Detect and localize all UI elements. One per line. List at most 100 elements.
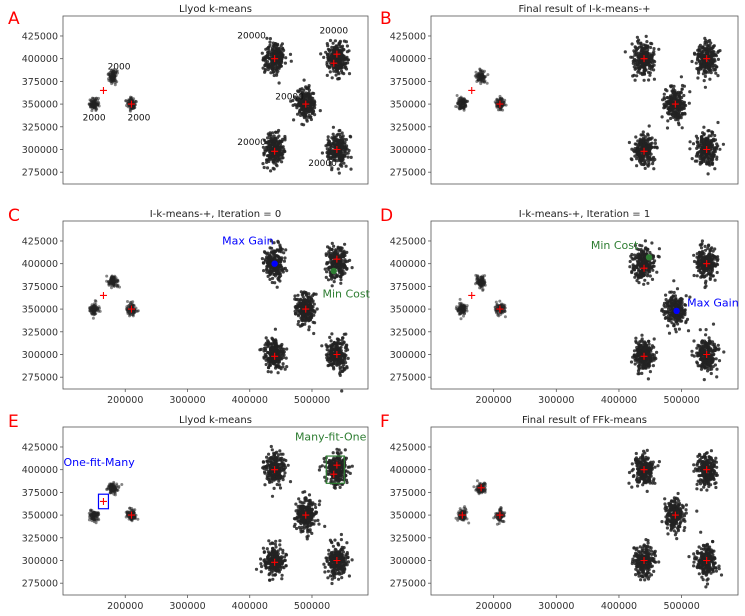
data-point [645,152,648,155]
data-point [331,357,334,360]
data-point [458,312,461,315]
data-point [672,88,675,91]
data-point [700,50,703,53]
data-point [295,298,298,301]
cluster-size-label: 20000 [275,93,304,103]
y-tick-label: 275000 [390,168,426,179]
data-point [283,138,286,141]
data-point [700,161,703,164]
data-point [282,353,285,356]
data-point [296,294,299,297]
data-point [644,167,647,170]
data-point [338,362,341,365]
data-point [327,278,330,281]
cluster [320,332,350,392]
data-point [634,79,637,82]
data-point [278,81,281,84]
data-point [640,254,643,257]
data-point [349,168,352,171]
data-point [344,265,347,268]
data-point [649,147,652,150]
data-point [700,153,703,156]
data-point [280,343,283,346]
data-point [481,79,484,82]
data-point [708,44,711,47]
data-point [340,147,343,150]
data-point [715,158,718,161]
data-point [327,48,330,51]
data-point [277,371,280,374]
data-point [650,241,653,244]
data-point [475,278,478,281]
data-point [262,67,265,70]
data-point [307,328,310,331]
data-point [309,93,312,96]
data-point [335,74,338,77]
data-point [481,76,484,79]
data-point [714,279,717,282]
data-point [328,266,331,269]
data-point [271,62,274,65]
data-point [718,148,721,151]
data-point [263,58,266,61]
data-point [327,135,330,138]
data-point [271,271,274,274]
data-point [336,337,339,340]
data-point [262,269,265,272]
data-point [673,92,676,95]
data-point [642,130,645,133]
data-point [669,117,672,120]
data-point [330,136,333,139]
data-point [266,343,269,346]
data-point [131,303,134,306]
data-point [652,50,655,53]
data-point [693,52,696,55]
data-point [666,126,669,129]
data-point [481,71,484,74]
data-point [305,91,308,94]
data-point [325,270,328,273]
data-point [285,357,288,360]
data-point [712,45,715,48]
data-point [657,48,660,51]
data-point [643,79,646,82]
data-point [267,370,270,373]
annotation-label: Min Cost [322,287,370,300]
data-point [305,109,308,112]
data-point [93,302,96,305]
data-point [461,303,464,306]
data-point [666,96,669,99]
data-point [340,69,343,72]
data-point [274,59,277,62]
data-point [337,139,340,142]
data-point [313,310,316,313]
data-point [330,248,333,251]
data-point [643,160,646,163]
cluster [454,94,469,112]
data-point [664,103,667,106]
data-point [340,349,343,352]
data-point [277,49,280,52]
data-point [343,258,346,261]
data-point [277,366,280,369]
data-point [648,144,651,147]
data-point [648,251,651,254]
data-point [302,304,305,307]
data-point [127,105,130,108]
data-point [343,243,346,246]
data-point [637,39,640,42]
data-point [462,305,465,308]
data-point [333,51,336,54]
data-point [132,312,135,315]
data-point [324,268,327,271]
data-point [340,389,343,392]
data-point [326,143,329,146]
data-point [696,141,699,144]
y-tick-label: 325000 [22,327,58,338]
cluster [455,298,469,320]
data-point [455,307,458,310]
data-point [279,248,282,251]
data-point [633,257,636,260]
data-point [276,286,279,289]
